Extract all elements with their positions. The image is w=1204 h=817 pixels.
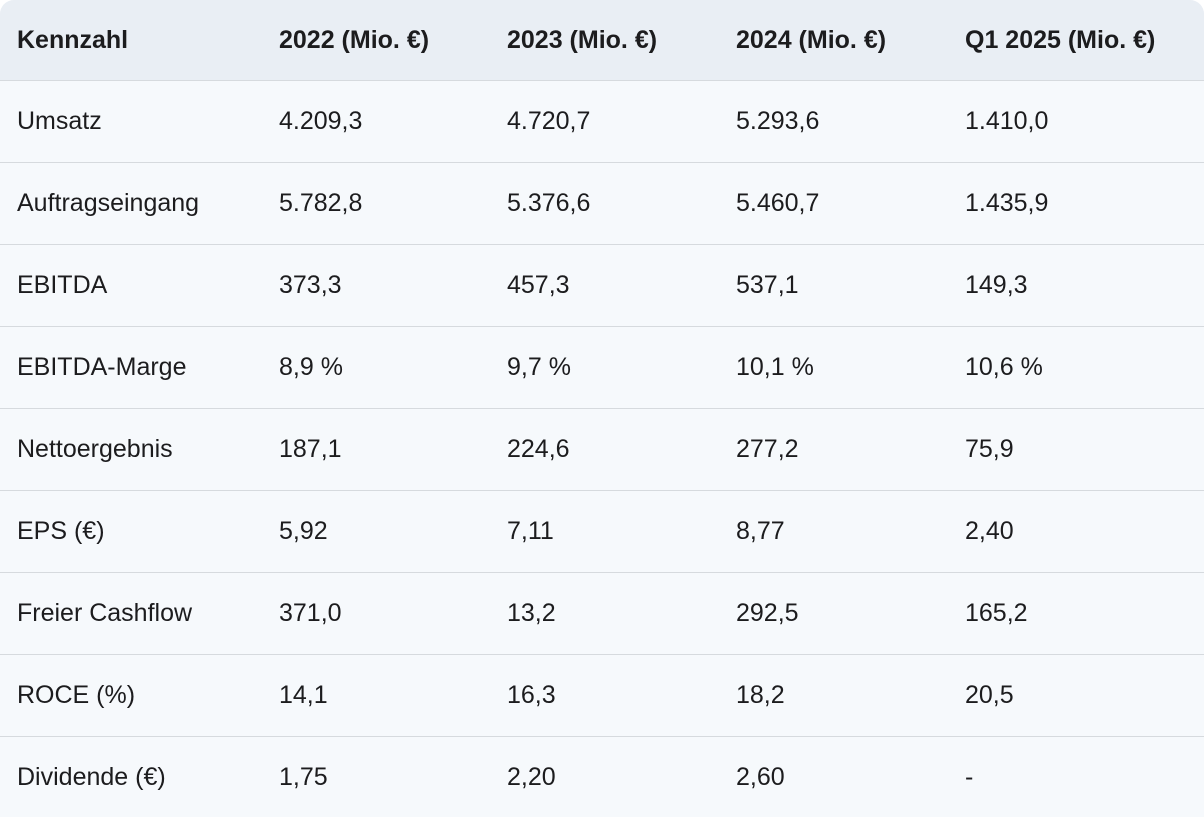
value-cell: 5.376,6 xyxy=(507,162,736,245)
row-label: Umsatz xyxy=(0,80,279,163)
value-cell: 1.410,0 xyxy=(965,80,1204,163)
value-cell: 371,0 xyxy=(279,572,507,655)
value-cell: 5.460,7 xyxy=(736,162,965,245)
value-cell: 8,77 xyxy=(736,490,965,573)
table-row: EPS (€) 5,92 7,11 8,77 2,40 xyxy=(0,490,1204,573)
header-cell: 2023 (Mio. €) xyxy=(507,0,736,81)
value-cell: 75,9 xyxy=(965,408,1204,491)
value-cell: 149,3 xyxy=(965,244,1204,327)
value-cell: 2,60 xyxy=(736,736,965,817)
header-cell: Kennzahl xyxy=(0,0,279,81)
row-label: Nettoergebnis xyxy=(0,408,279,491)
value-cell: 2,20 xyxy=(507,736,736,817)
row-label: ROCE (%) xyxy=(0,654,279,737)
row-label: Dividende (€) xyxy=(0,736,279,817)
value-cell: 1.435,9 xyxy=(965,162,1204,245)
table-row: Nettoergebnis 187,1 224,6 277,2 75,9 xyxy=(0,408,1204,491)
value-cell: 537,1 xyxy=(736,244,965,327)
row-label: EBITDA-Marge xyxy=(0,326,279,409)
value-cell: 373,3 xyxy=(279,244,507,327)
table-row: Freier Cashflow 371,0 13,2 292,5 165,2 xyxy=(0,572,1204,655)
value-cell: 14,1 xyxy=(279,654,507,737)
value-cell: 4.209,3 xyxy=(279,80,507,163)
header-cell: Q1 2025 (Mio. €) xyxy=(965,0,1204,81)
value-cell: 9,7 % xyxy=(507,326,736,409)
header-cell: 2022 (Mio. €) xyxy=(279,0,507,81)
table-row: Dividende (€) 1,75 2,20 2,60- xyxy=(0,736,1204,817)
value-cell: 187,1 xyxy=(279,408,507,491)
value-cell: 457,3 xyxy=(507,244,736,327)
value-cell: 277,2 xyxy=(736,408,965,491)
value-cell: 7,11 xyxy=(507,490,736,573)
value-cell: 224,6 xyxy=(507,408,736,491)
value-cell: 10,6 % xyxy=(965,326,1204,409)
value-cell: 2,40 xyxy=(965,490,1204,573)
value-cell: 20,5 xyxy=(965,654,1204,737)
table-body: Umsatz 4.209,3 4.720,7 5.293,6 1.410,0 Auftra… xyxy=(0,80,1204,817)
value-cell: 5.293,6 xyxy=(736,80,965,163)
table-row: Auftragseingang 5.782,8 5.376,6 5.460,7 1.43… xyxy=(0,162,1204,245)
value-cell: 4.720,7 xyxy=(507,80,736,163)
value-cell: 165,2 xyxy=(965,572,1204,655)
value-cell: - xyxy=(965,736,1204,817)
header-row: Kennzahl 2022 (Mio. €) 2023 (Mio. €) 2024 (… xyxy=(0,0,1204,81)
table-row: ROCE (%) 14,1 16,3 18,2 20,5 xyxy=(0,654,1204,737)
value-cell: 5.782,8 xyxy=(279,162,507,245)
row-label: Freier Cashflow xyxy=(0,572,279,655)
value-cell: 1,75 xyxy=(279,736,507,817)
value-cell: 292,5 xyxy=(736,572,965,655)
row-label: EPS (€) xyxy=(0,490,279,573)
table-row: EBITDA-Marge 8,9 % 9,7 % 10,1 % 10,6 % xyxy=(0,326,1204,409)
value-cell: 13,2 xyxy=(507,572,736,655)
row-label: EBITDA xyxy=(0,244,279,327)
value-cell: 8,9 % xyxy=(279,326,507,409)
table-row: EBITDA 373,3 457,3 537,1 149,3 xyxy=(0,244,1204,327)
value-cell: 16,3 xyxy=(507,654,736,737)
header-cell: 2024 (Mio. €) xyxy=(736,0,965,81)
value-cell: 18,2 xyxy=(736,654,965,737)
table-row: Umsatz 4.209,3 4.720,7 5.293,6 1.410,0 xyxy=(0,80,1204,163)
value-cell: 10,1 % xyxy=(736,326,965,409)
row-label: Auftragseingang xyxy=(0,162,279,245)
value-cell: 5,92 xyxy=(279,490,507,573)
